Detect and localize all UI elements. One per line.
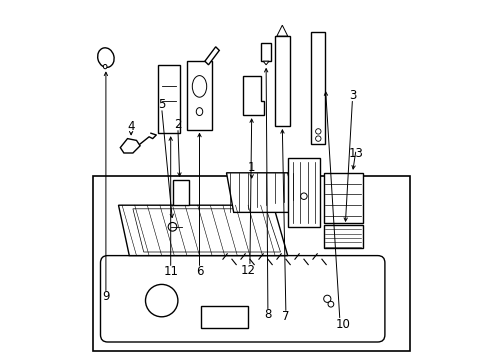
Polygon shape: [120, 139, 140, 153]
Ellipse shape: [196, 108, 203, 116]
Polygon shape: [287, 158, 320, 227]
Polygon shape: [172, 180, 188, 205]
FancyBboxPatch shape: [323, 225, 363, 248]
Polygon shape: [275, 36, 289, 126]
Circle shape: [300, 193, 306, 199]
Text: 4: 4: [127, 120, 135, 132]
Polygon shape: [310, 32, 325, 144]
Polygon shape: [242, 76, 264, 115]
Circle shape: [168, 222, 177, 231]
Text: 12: 12: [240, 264, 255, 276]
Text: 5: 5: [158, 98, 165, 111]
Text: 11: 11: [163, 265, 178, 278]
Text: 13: 13: [348, 147, 363, 159]
Ellipse shape: [103, 64, 107, 69]
Polygon shape: [226, 173, 298, 212]
Ellipse shape: [315, 129, 320, 134]
Polygon shape: [158, 65, 179, 133]
Text: 6: 6: [195, 265, 203, 278]
Circle shape: [327, 301, 333, 307]
Polygon shape: [204, 47, 219, 65]
Text: 1: 1: [247, 161, 255, 174]
Text: 3: 3: [348, 89, 355, 102]
FancyBboxPatch shape: [93, 176, 409, 351]
Text: 2: 2: [174, 118, 181, 131]
Circle shape: [323, 295, 330, 302]
FancyBboxPatch shape: [323, 173, 363, 223]
Ellipse shape: [98, 48, 114, 67]
Text: 8: 8: [264, 309, 271, 321]
Polygon shape: [186, 61, 212, 130]
Polygon shape: [276, 25, 287, 36]
FancyBboxPatch shape: [101, 256, 384, 342]
Ellipse shape: [192, 76, 206, 97]
Text: 9: 9: [102, 291, 109, 303]
FancyBboxPatch shape: [201, 306, 247, 328]
Polygon shape: [118, 205, 287, 256]
Circle shape: [145, 284, 178, 317]
Ellipse shape: [315, 136, 320, 141]
Text: 7: 7: [282, 310, 289, 323]
Polygon shape: [263, 61, 268, 65]
Text: 10: 10: [335, 318, 350, 330]
Polygon shape: [260, 43, 271, 61]
